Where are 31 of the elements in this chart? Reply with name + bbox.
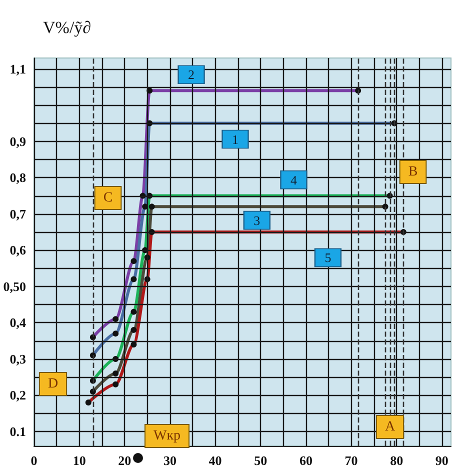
x-tick-label: 50	[254, 453, 268, 468]
y-axis-title: V%/ỹ∂	[43, 18, 92, 37]
series-label: 2	[188, 67, 195, 82]
series-label: 5	[324, 250, 332, 266]
annotation: B	[408, 164, 418, 180]
annotation: A	[384, 420, 396, 434]
y-tick-label: 0,9	[10, 134, 26, 149]
y-tick-label: 0,50	[3, 278, 26, 294]
x-tick-label: 90	[435, 453, 448, 468]
series-label: 1	[232, 132, 238, 147]
x-tick-label: 20	[118, 453, 132, 468]
annotation: C	[103, 190, 113, 206]
x-tick-label: 60	[299, 453, 312, 468]
y-tick-label: 0,8	[10, 170, 26, 186]
y-tick-label: 0.1	[10, 424, 26, 439]
x-tick-label: 0	[30, 453, 38, 468]
y-tick-label: 1,1	[10, 61, 26, 76]
y-tick-label: 0,6	[10, 242, 26, 258]
x-tick-label: 80	[390, 453, 404, 468]
x-tick-label: 70	[344, 453, 358, 468]
x-tick-label: 10	[72, 453, 86, 468]
series-label: 3	[254, 212, 260, 228]
x-tick-label: 40	[208, 453, 222, 468]
annotation: Wкр	[153, 428, 181, 444]
y-tick-label: 0,4	[10, 315, 26, 330]
y-tick-label: 0,3	[10, 351, 26, 366]
y-tick-label: 0,2	[10, 388, 26, 403]
x-tick-label: 30	[163, 453, 176, 468]
y-tick-label: 0,7	[10, 206, 26, 222]
series-label: 4	[290, 172, 298, 188]
annotation: D	[48, 376, 58, 392]
